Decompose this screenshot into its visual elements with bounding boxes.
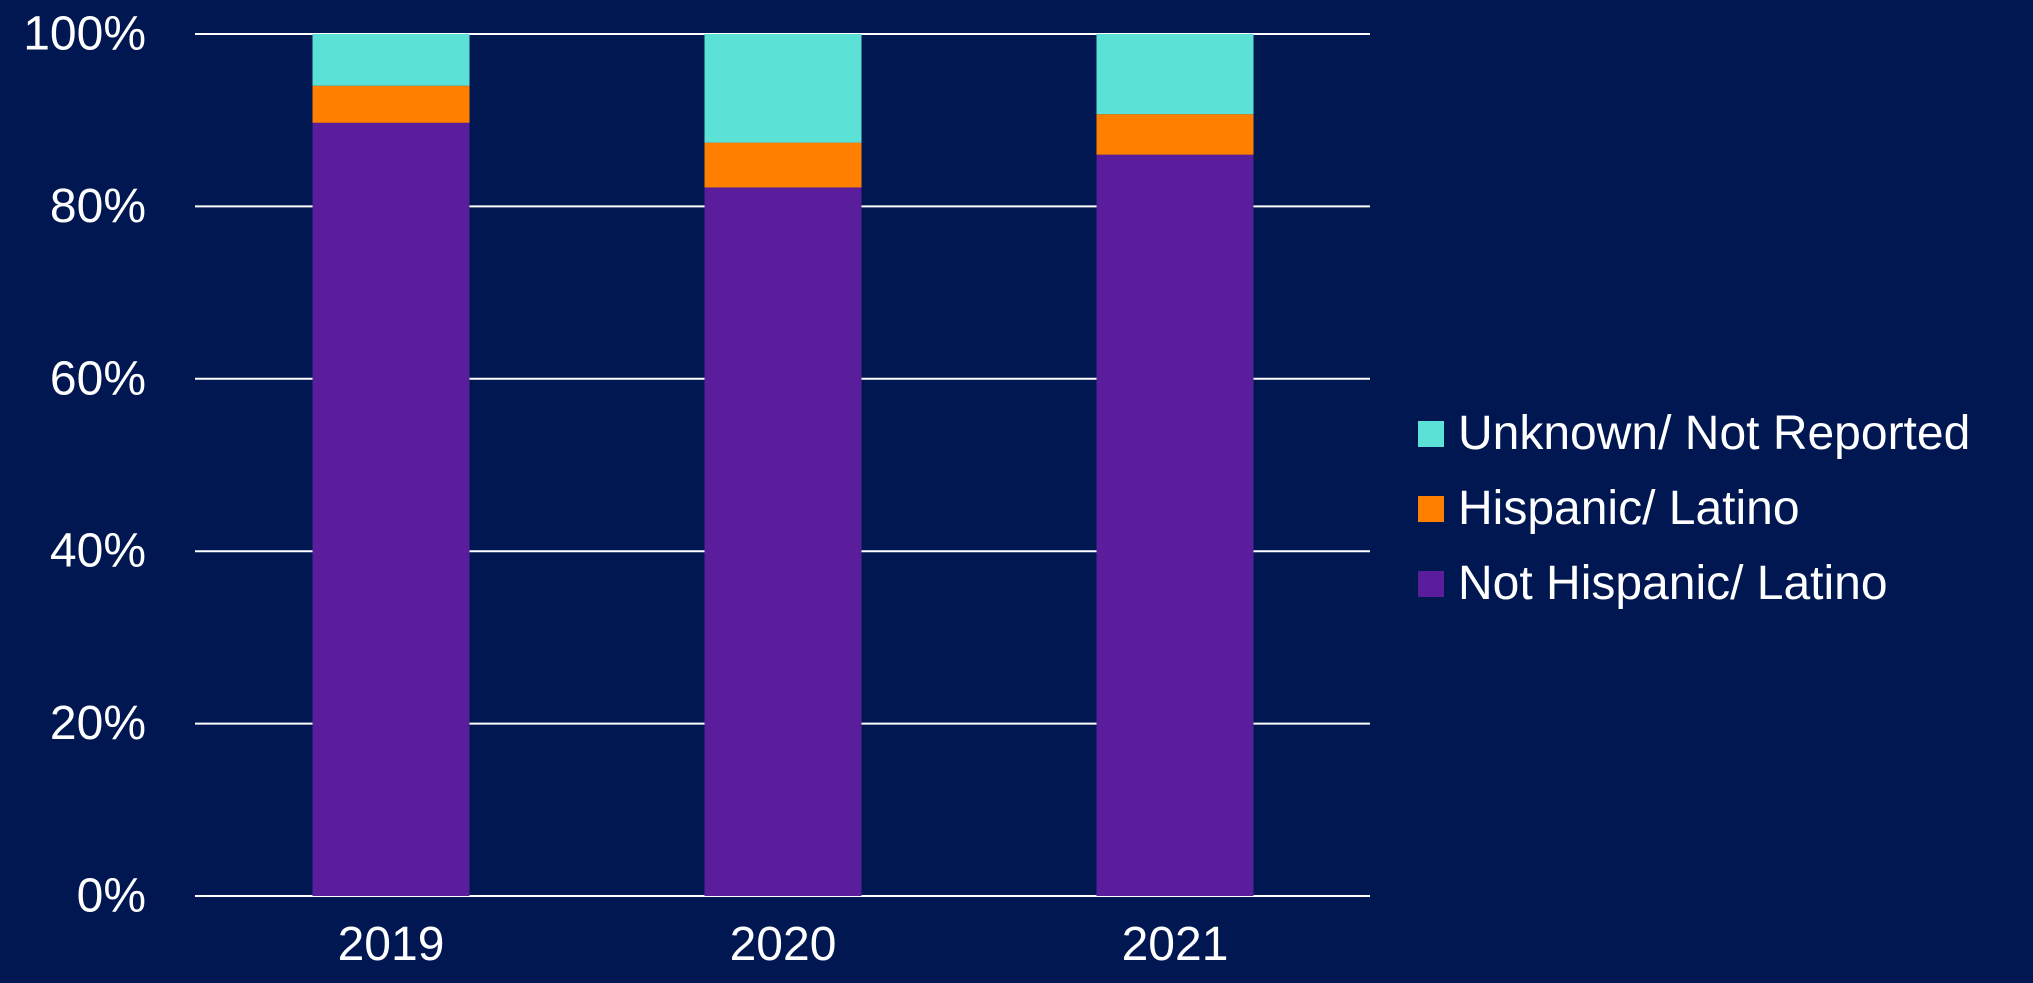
bar-segment	[1096, 34, 1254, 115]
legend-label: Unknown/ Not Reported	[1458, 407, 1971, 460]
legend-label: Hispanic/ Latino	[1458, 482, 1800, 535]
y-axis-tick-labels: 0% 20% 40% 60% 80% 100%	[23, 8, 146, 923]
legend-swatch	[1418, 495, 1444, 522]
y-tick-label: 80%	[50, 180, 146, 233]
legend-swatch	[1418, 420, 1444, 447]
bar-segment	[1096, 114, 1254, 155]
legend-item: Unknown/ Not Reported	[1418, 396, 1970, 471]
legend-label: Not Hispanic/ Latino	[1458, 557, 1888, 610]
bar-segment	[704, 142, 862, 188]
y-tick-label: 0%	[77, 870, 146, 923]
chart-legend: Unknown/ Not Reported Hispanic/ Latino Not…	[1418, 396, 1970, 621]
legend-item: Not Hispanic/ Latino	[1418, 546, 1970, 621]
y-tick-label: 100%	[23, 8, 146, 61]
legend-swatch	[1418, 570, 1444, 597]
x-category-label: 2019	[338, 918, 445, 971]
y-tick-label: 40%	[50, 525, 146, 578]
bar-segment	[312, 122, 470, 896]
bar-segment	[1096, 154, 1254, 896]
bar-segment	[312, 34, 470, 86]
x-axis-category-labels: 2019 2020 2021	[338, 918, 1229, 971]
y-tick-label: 20%	[50, 697, 146, 750]
y-tick-label: 60%	[50, 352, 146, 405]
bar-segment	[704, 34, 862, 143]
bar-segment	[704, 187, 862, 896]
bar-segment	[312, 85, 470, 123]
x-category-label: 2021	[1122, 918, 1229, 971]
legend-item: Hispanic/ Latino	[1418, 471, 1970, 546]
bars	[312, 34, 1254, 896]
x-category-label: 2020	[730, 918, 837, 971]
